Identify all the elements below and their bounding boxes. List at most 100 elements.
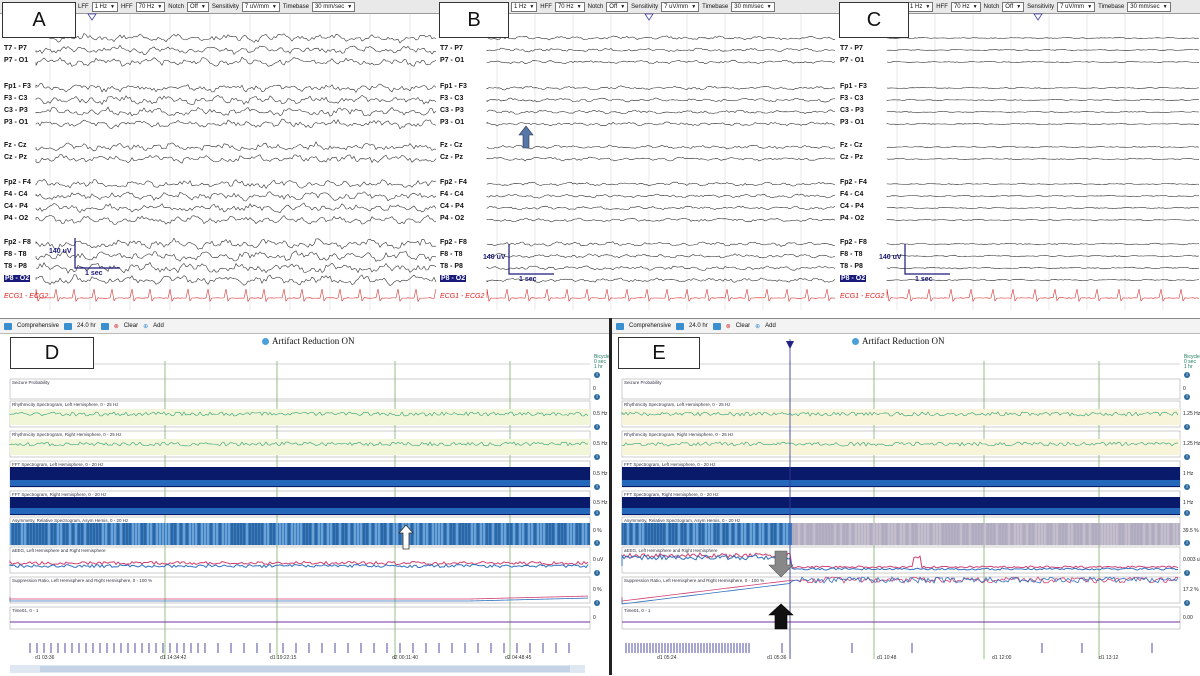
info-icon[interactable]: i	[594, 570, 600, 576]
channel-label[interactable]: P4 - O2	[840, 215, 865, 222]
notch-select[interactable]: Off ▼	[606, 1, 629, 12]
info-icon[interactable]: i	[594, 372, 600, 378]
channel-label[interactable]: Fp2 - F8	[4, 239, 31, 246]
channel-label[interactable]: Cz - Pz	[440, 154, 463, 161]
settings-icon[interactable]	[712, 322, 721, 330]
info-icon[interactable]: i	[1184, 540, 1190, 546]
timespan-value[interactable]: 24.0 hr	[689, 323, 708, 329]
comprehensive-menu[interactable]: Comprehensive	[17, 323, 60, 329]
info-icon[interactable]: i	[594, 540, 600, 546]
channel-label[interactable]: Fp1 - F3	[840, 83, 867, 90]
channel-label[interactable]: ECG1 - ECG2	[440, 293, 485, 300]
hff-select[interactable]: 70 Hz ▼	[950, 1, 981, 12]
timebase-select[interactable]: 30 mm/sec ▼	[311, 1, 356, 12]
info-icon[interactable]: i	[1184, 424, 1190, 430]
channel-label[interactable]: Fp2 - F4	[4, 179, 31, 186]
channel-label[interactable]: P3 - O1	[4, 119, 29, 126]
channel-label[interactable]: P8 - O2	[840, 275, 867, 282]
info-icon[interactable]: i	[1184, 372, 1190, 378]
comprehensive-menu[interactable]: Comprehensive	[629, 323, 672, 329]
sensitivity-select[interactable]: 7 uV/mm ▼	[661, 1, 700, 12]
comprehensive-icon[interactable]	[616, 322, 624, 330]
info-icon[interactable]: i	[594, 600, 600, 606]
info-icon[interactable]: i	[594, 394, 600, 400]
channel-label[interactable]: T7 - P7	[4, 45, 27, 52]
lff-select[interactable]: 1 Hz ▼	[511, 1, 538, 12]
info-icon[interactable]: i	[594, 424, 600, 430]
channel-label[interactable]: Fp2 - F4	[440, 179, 467, 186]
channel-label[interactable]: P7 - O1	[440, 57, 465, 64]
info-icon[interactable]: i	[1184, 454, 1190, 460]
channel-label[interactable]: Fz - Cz	[840, 142, 863, 149]
channel-label[interactable]: T8 - P8	[4, 263, 27, 270]
info-icon[interactable]: i	[1184, 600, 1190, 606]
info-icon[interactable]: i	[1184, 570, 1190, 576]
channel-label[interactable]: Cz - Pz	[4, 154, 27, 161]
channel-label[interactable]: Fz - Cz	[440, 142, 463, 149]
clear-icon[interactable]: ⊗	[725, 323, 731, 330]
add-button[interactable]: Add	[153, 323, 164, 329]
info-icon[interactable]: i	[1184, 394, 1190, 400]
hff-select[interactable]: 70 Hz ▼	[135, 1, 166, 12]
channel-label[interactable]: T7 - P7	[440, 45, 463, 52]
timespan-value[interactable]: 24.0 hr	[77, 323, 96, 329]
channel-label[interactable]: F4 - C4	[440, 191, 464, 198]
settings-icon[interactable]	[100, 322, 109, 330]
channel-label[interactable]: T7 - P7	[840, 45, 863, 52]
hff-select[interactable]: 70 Hz ▼	[554, 1, 585, 12]
channel-label[interactable]: C3 - P3	[840, 107, 864, 114]
sensitivity-select[interactable]: 7 uV/mm ▼	[1057, 1, 1096, 12]
channel-label[interactable]: P7 - O1	[4, 57, 29, 64]
channel-label[interactable]: F3 - C3	[840, 95, 864, 102]
channel-label[interactable]: P4 - O2	[4, 215, 29, 222]
add-button[interactable]: Add	[765, 323, 776, 329]
channel-label[interactable]: T8 - P8	[440, 263, 463, 270]
channel-label[interactable]: C4 - P4	[440, 203, 464, 210]
add-icon[interactable]: ⊕	[755, 323, 761, 330]
channel-label[interactable]: F8 - T8	[440, 251, 463, 258]
lff-select[interactable]: 1 Hz ▼	[91, 1, 118, 12]
clear-icon[interactable]: ⊗	[113, 323, 119, 330]
channel-label[interactable]: P7 - O1	[840, 57, 865, 64]
notch-select[interactable]: Off ▼	[186, 1, 209, 12]
timespan-icon[interactable]	[676, 322, 685, 330]
sensitivity-select[interactable]: 7 uV/mm ▼	[241, 1, 280, 12]
channel-label[interactable]: F8 - T8	[840, 251, 863, 258]
channel-label[interactable]: Fp1 - F3	[440, 83, 467, 90]
info-icon[interactable]: i	[594, 454, 600, 460]
clear-button[interactable]: Clear	[735, 323, 751, 329]
channel-label[interactable]: F3 - C3	[440, 95, 464, 102]
channel-label[interactable]: F4 - C4	[840, 191, 864, 198]
channel-label[interactable]: Fp2 - F4	[840, 179, 867, 186]
channel-label[interactable]: Fz - Cz	[4, 142, 27, 149]
add-icon[interactable]: ⊕	[143, 323, 149, 330]
channel-label[interactable]: P3 - O1	[840, 119, 865, 126]
channel-label[interactable]: C3 - P3	[4, 107, 28, 114]
info-icon[interactable]: i	[1184, 510, 1190, 516]
channel-label[interactable]: P3 - O1	[440, 119, 465, 126]
clear-button[interactable]: Clear	[123, 323, 139, 329]
channel-label[interactable]: Fp2 - F8	[440, 239, 467, 246]
timebase-select[interactable]: 30 mm/sec ▼	[731, 1, 775, 12]
comprehensive-icon[interactable]	[4, 322, 12, 330]
timespan-icon[interactable]	[64, 322, 73, 330]
channel-label[interactable]: F4 - C4	[4, 191, 28, 198]
channel-label[interactable]: C4 - P4	[840, 203, 864, 210]
info-icon[interactable]: i	[594, 510, 600, 516]
channel-label[interactable]: C3 - P3	[440, 107, 464, 114]
channel-label[interactable]: Fp1 - F3	[4, 83, 31, 90]
channel-label[interactable]: F3 - C3	[4, 95, 28, 102]
notch-select[interactable]: Off ▼	[1002, 1, 1025, 12]
channel-label[interactable]: C4 - P4	[4, 203, 28, 210]
channel-label[interactable]: P4 - O2	[440, 215, 465, 222]
info-icon[interactable]: i	[1184, 484, 1190, 490]
info-icon[interactable]: i	[594, 484, 600, 490]
channel-label[interactable]: Cz - Pz	[840, 154, 863, 161]
channel-label[interactable]: P8 - O2	[440, 275, 467, 282]
timebase-select[interactable]: 30 mm/sec ▼	[1127, 1, 1171, 12]
channel-label[interactable]: ECG1 - ECG2	[4, 293, 49, 300]
channel-label[interactable]: Fp2 - F8	[840, 239, 867, 246]
channel-label[interactable]: F8 - T8	[4, 251, 27, 258]
channel-label[interactable]: ECG1 - ECG2	[840, 293, 885, 300]
channel-label[interactable]: P8 - O2	[4, 275, 31, 282]
